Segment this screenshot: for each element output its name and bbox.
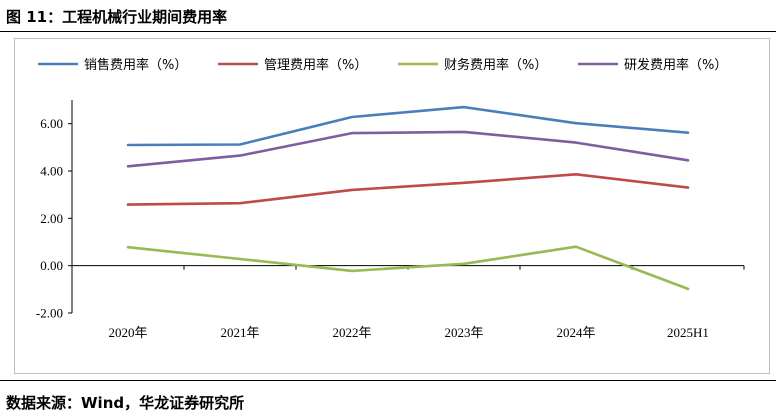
- top-rule: [0, 31, 776, 32]
- figure-title: 图 11：工程机械行业期间费用率: [6, 8, 228, 26]
- legend-label: 财务费用率（%）: [444, 57, 547, 73]
- x-tick-label: 2024年: [556, 325, 595, 340]
- y-tick-label: 4.00: [40, 164, 63, 179]
- series-lines: [126, 105, 690, 291]
- chart-frame: [14, 38, 770, 374]
- legend-label: 管理费用率（%）: [264, 57, 367, 73]
- y-tick-label: 6.00: [40, 116, 63, 131]
- x-tick-label: 2020年: [108, 325, 147, 340]
- y-tick-label: 0.00: [40, 258, 63, 273]
- bottom-rule: [0, 380, 776, 381]
- legend-label: 研发费用率（%）: [624, 57, 727, 73]
- series-line-0: [126, 105, 690, 147]
- series-line-1: [126, 173, 690, 206]
- x-tick-label: 2025H1: [667, 325, 709, 340]
- axes: -2.00 0.00 2.00 4.00 6.00 2020年 2021年 2022年 2023…: [36, 100, 745, 340]
- series-line-2: [126, 245, 690, 291]
- x-tick-label: 2022年: [332, 325, 371, 340]
- series-line-3: [126, 130, 690, 168]
- legend-label: 销售费用率（%）: [84, 57, 187, 73]
- x-tick-label: 2021年: [220, 325, 259, 340]
- x-tick-label: 2023年: [444, 325, 483, 340]
- source-note: 数据来源：Wind，华龙证券研究所: [6, 394, 245, 412]
- y-tick-label: -2.00: [36, 306, 63, 321]
- y-tick-label: 2.00: [40, 211, 63, 226]
- legend: 销售费用率（%） 管理费用率（%） 财务费用率（%） 研发费用率（%）: [38, 57, 727, 73]
